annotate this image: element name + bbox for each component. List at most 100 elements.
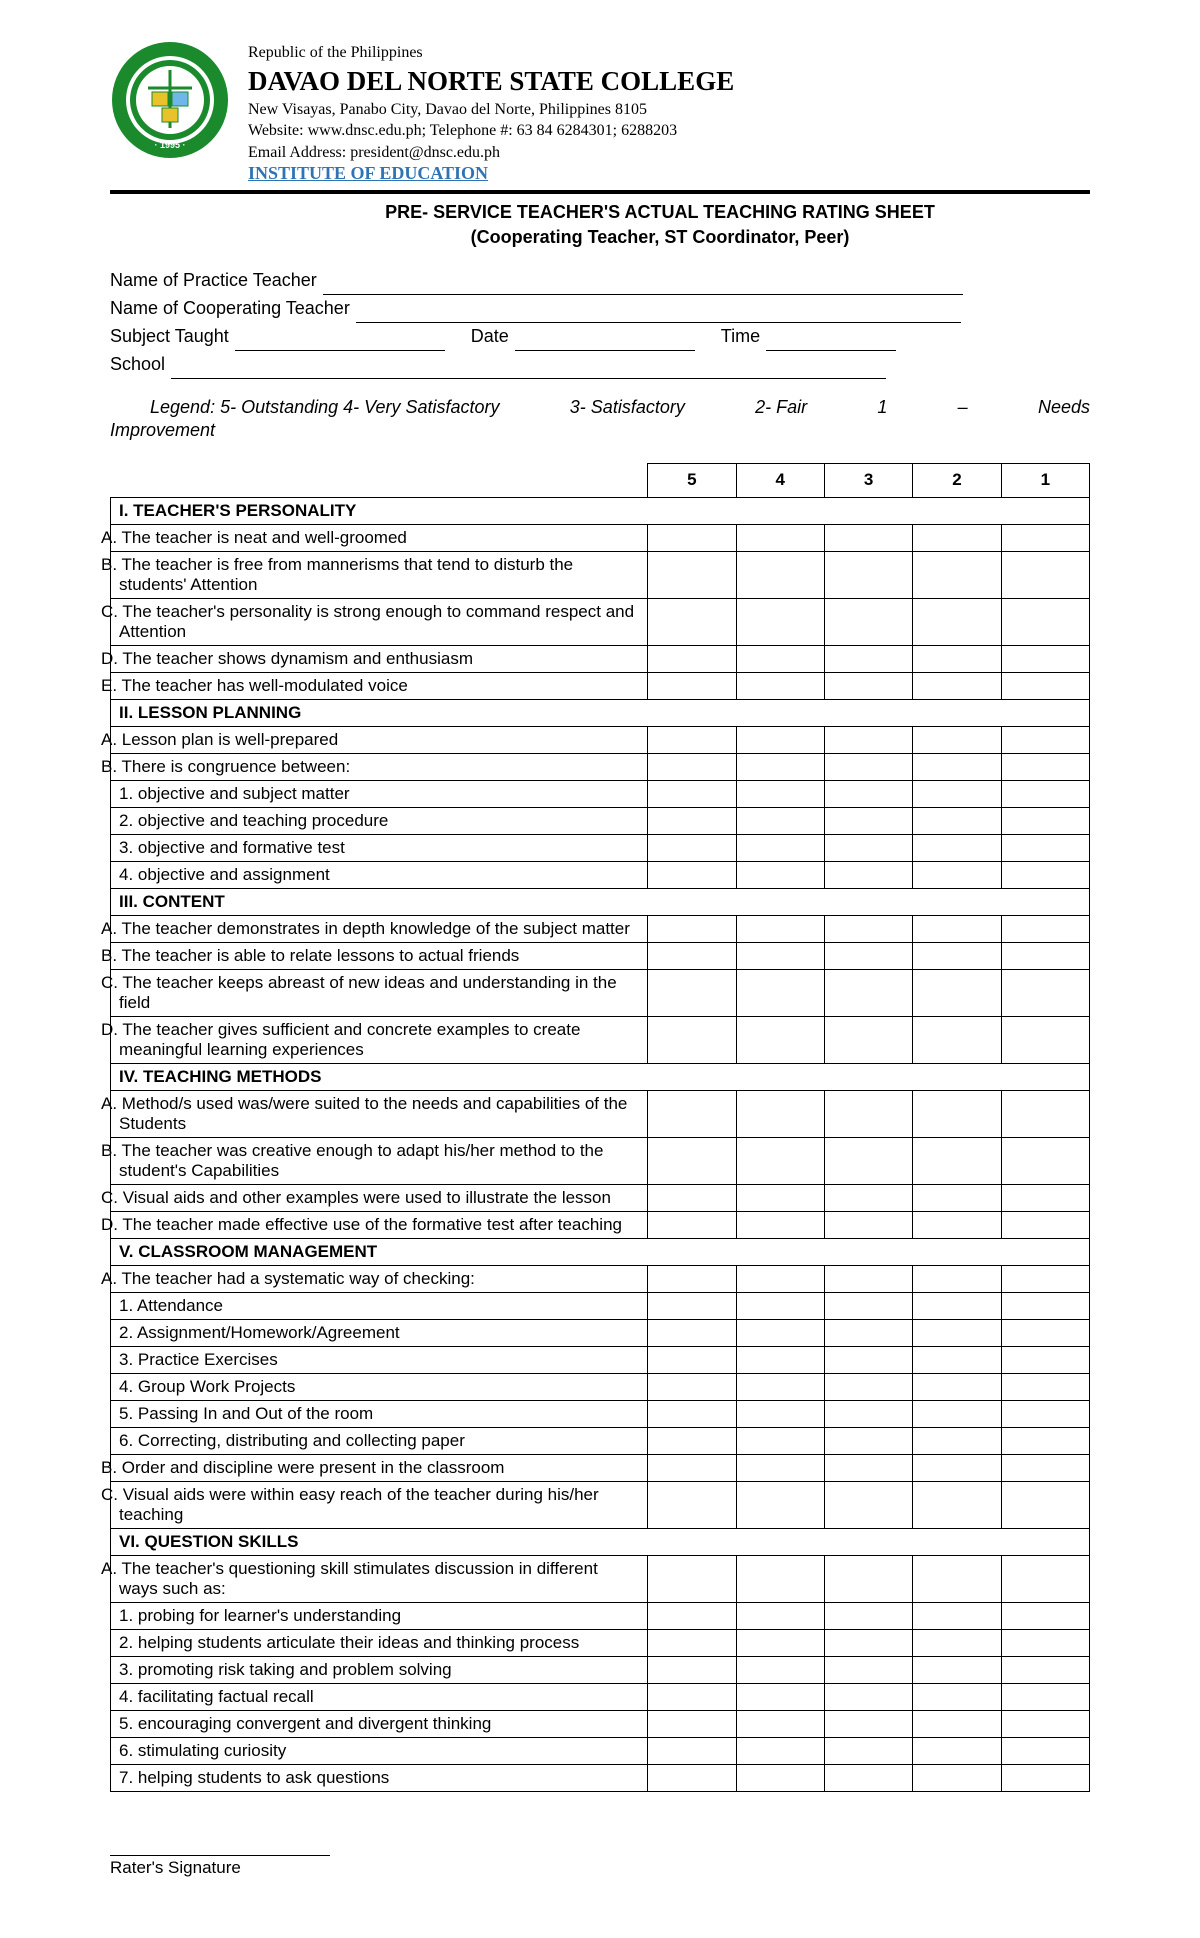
input-coop-teacher[interactable] [356,305,961,323]
rating-cell[interactable] [1001,1184,1089,1211]
rating-cell[interactable] [824,1454,912,1481]
rating-cell[interactable] [913,1427,1001,1454]
rating-cell[interactable] [648,672,736,699]
rating-cell[interactable] [736,524,824,551]
rating-cell[interactable] [913,1683,1001,1710]
rating-cell[interactable] [824,1090,912,1137]
rating-cell[interactable] [913,1265,1001,1292]
rating-cell[interactable] [913,753,1001,780]
rating-cell[interactable] [648,1427,736,1454]
rating-cell[interactable] [824,1737,912,1764]
rating-cell[interactable] [648,1373,736,1400]
rating-cell[interactable] [1001,834,1089,861]
rating-cell[interactable] [736,1346,824,1373]
rating-cell[interactable] [824,1016,912,1063]
rating-cell[interactable] [736,645,824,672]
rating-cell[interactable] [913,645,1001,672]
rating-cell[interactable] [648,524,736,551]
rating-cell[interactable] [913,1292,1001,1319]
rating-cell[interactable] [736,598,824,645]
rating-cell[interactable] [736,726,824,753]
rating-cell[interactable] [824,1137,912,1184]
rating-cell[interactable] [736,1427,824,1454]
rating-cell[interactable] [824,598,912,645]
rating-cell[interactable] [1001,807,1089,834]
rating-cell[interactable] [1001,1211,1089,1238]
rating-cell[interactable] [913,1346,1001,1373]
rating-cell[interactable] [824,1292,912,1319]
rating-cell[interactable] [1001,551,1089,598]
rating-cell[interactable] [736,969,824,1016]
rating-cell[interactable] [913,834,1001,861]
rating-cell[interactable] [648,551,736,598]
rating-cell[interactable] [648,1090,736,1137]
rating-cell[interactable] [648,598,736,645]
rating-cell[interactable] [1001,780,1089,807]
rating-cell[interactable] [824,1265,912,1292]
rating-cell[interactable] [1001,753,1089,780]
input-date[interactable] [515,333,695,351]
rating-cell[interactable] [1001,1555,1089,1602]
rating-cell[interactable] [1001,1710,1089,1737]
rating-cell[interactable] [1001,1764,1089,1791]
rating-cell[interactable] [648,969,736,1016]
rating-cell[interactable] [913,780,1001,807]
rating-cell[interactable] [1001,524,1089,551]
rating-cell[interactable] [736,1090,824,1137]
rating-cell[interactable] [824,1656,912,1683]
rating-cell[interactable] [913,1656,1001,1683]
rating-cell[interactable] [824,969,912,1016]
rating-cell[interactable] [736,1211,824,1238]
rating-cell[interactable] [648,1454,736,1481]
rating-cell[interactable] [648,1265,736,1292]
rating-cell[interactable] [913,551,1001,598]
rating-cell[interactable] [824,645,912,672]
rating-cell[interactable] [736,1292,824,1319]
rating-cell[interactable] [913,1454,1001,1481]
rating-cell[interactable] [648,1555,736,1602]
rating-cell[interactable] [1001,1656,1089,1683]
rating-cell[interactable] [913,1710,1001,1737]
rating-cell[interactable] [648,1211,736,1238]
rating-cell[interactable] [1001,598,1089,645]
rating-cell[interactable] [913,598,1001,645]
rating-cell[interactable] [736,1656,824,1683]
rating-cell[interactable] [736,1184,824,1211]
input-subject[interactable] [235,333,445,351]
rating-cell[interactable] [736,807,824,834]
rating-cell[interactable] [824,524,912,551]
rating-cell[interactable] [824,834,912,861]
rating-cell[interactable] [824,942,912,969]
rating-cell[interactable] [1001,1481,1089,1528]
rating-cell[interactable] [1001,726,1089,753]
rating-cell[interactable] [1001,942,1089,969]
rating-cell[interactable] [913,1764,1001,1791]
rating-cell[interactable] [648,1319,736,1346]
rating-cell[interactable] [648,1737,736,1764]
rating-cell[interactable] [736,834,824,861]
rating-cell[interactable] [913,1211,1001,1238]
rating-cell[interactable] [913,1373,1001,1400]
rating-cell[interactable] [913,1629,1001,1656]
rating-cell[interactable] [824,1184,912,1211]
rating-cell[interactable] [736,1481,824,1528]
rating-cell[interactable] [913,1137,1001,1184]
rating-cell[interactable] [824,1555,912,1602]
rating-cell[interactable] [648,1656,736,1683]
rating-cell[interactable] [1001,1427,1089,1454]
rating-cell[interactable] [824,551,912,598]
rating-cell[interactable] [1001,969,1089,1016]
rating-cell[interactable] [648,942,736,969]
rating-cell[interactable] [824,807,912,834]
rating-cell[interactable] [1001,1683,1089,1710]
rating-cell[interactable] [824,1602,912,1629]
rating-cell[interactable] [736,1555,824,1602]
rating-cell[interactable] [736,1454,824,1481]
rating-cell[interactable] [824,672,912,699]
rating-cell[interactable] [648,1400,736,1427]
rating-cell[interactable] [824,753,912,780]
rating-cell[interactable] [648,1629,736,1656]
rating-cell[interactable] [736,1602,824,1629]
rating-cell[interactable] [913,1090,1001,1137]
rating-cell[interactable] [648,807,736,834]
